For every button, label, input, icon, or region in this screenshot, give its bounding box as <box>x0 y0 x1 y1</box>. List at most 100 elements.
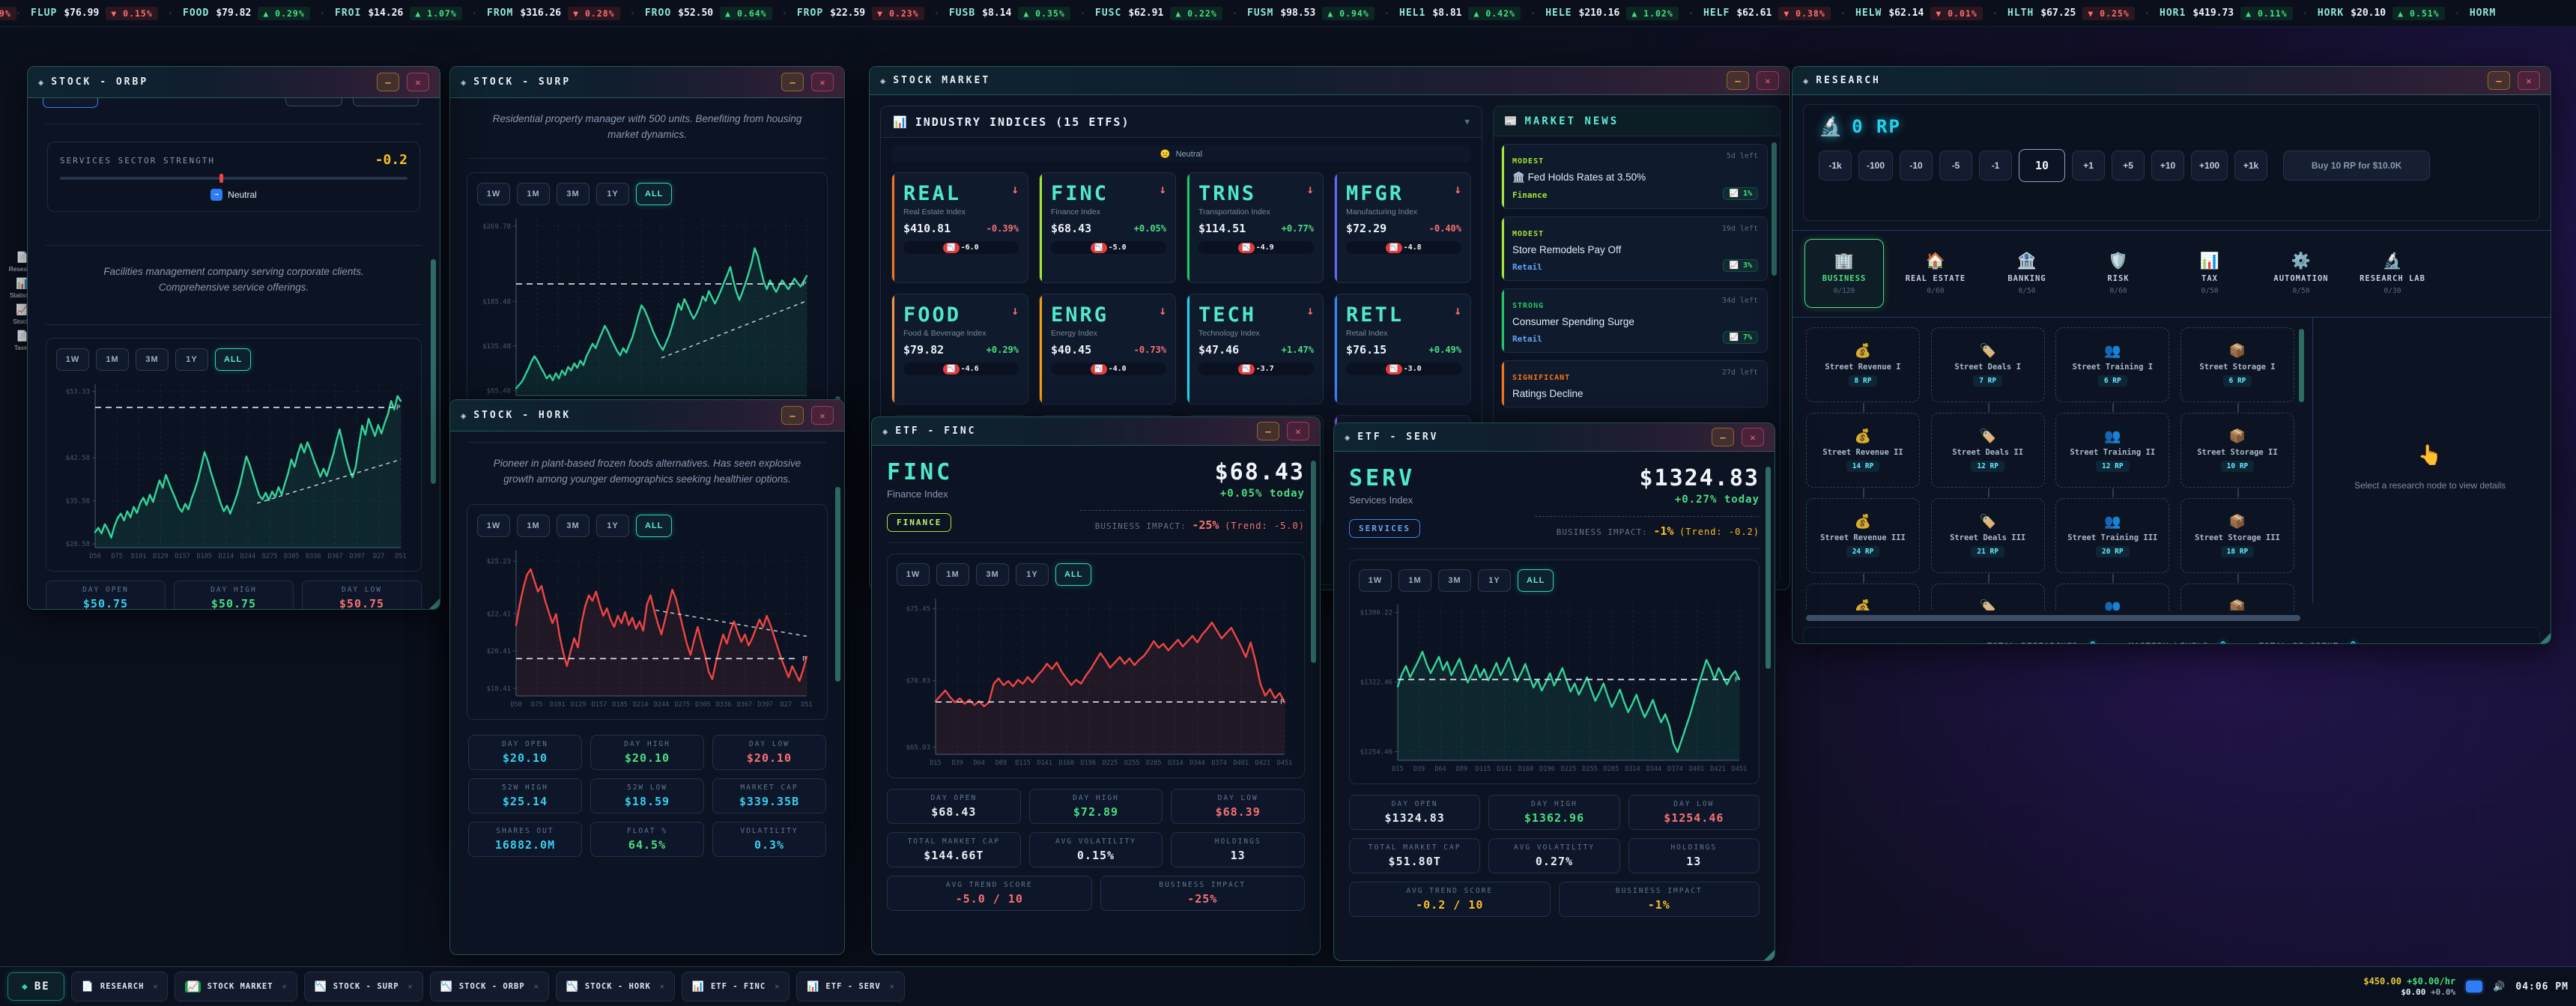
hork-range-1w-button[interactable]: 1W <box>477 514 510 537</box>
speaker-icon[interactable]: 🔊 <box>2493 981 2506 993</box>
rp-minus-1-button[interactable]: -1 <box>1979 151 2013 181</box>
finc-minimize-button[interactable]: — <box>1257 422 1279 440</box>
research-node-street-storage-iii[interactable]: 📦 Street Storage III 18 RP <box>2180 488 2294 573</box>
chevron-down-icon[interactable]: ▼ <box>1464 117 1470 127</box>
research-node-street-storage-ii[interactable]: 📦 Street Storage II 10 RP <box>2180 403 2294 488</box>
market-title-bar[interactable]: ◈ STOCK MARKET — ✕ <box>870 67 1789 95</box>
news-item-ratings-decline[interactable]: 27d left SIGNIFICANT Ratings Decline <box>1501 360 1768 407</box>
rp-minus-5-button[interactable]: -5 <box>1939 151 1973 181</box>
category-tab-banking[interactable]: 🏦 BANKING 0/50 <box>1987 239 2067 308</box>
hork-title-bar[interactable]: ◈ STOCK - HORK — ✕ <box>450 400 844 431</box>
hork-range-3m-button[interactable]: 3M <box>557 514 590 537</box>
orbp-range-1w-button[interactable]: 1W <box>56 348 89 371</box>
category-tab-tax[interactable]: 📊 TAX 0/50 <box>2170 239 2249 308</box>
finc-range-1y-button[interactable]: 1Y <box>1016 563 1049 586</box>
desktop-icon-research[interactable]: 📄 Research <box>3 252 42 273</box>
taskbar-tab-etf-finc[interactable]: 📊 ETF - FINC ✕ <box>681 972 790 1002</box>
orbp-range-3m-button[interactable]: 3M <box>136 348 169 371</box>
orbp-range-1y-button[interactable]: 1Y <box>175 348 208 371</box>
orbp-minimize-button[interactable]: — <box>377 73 399 91</box>
buy-rp-button[interactable]: Buy 10 RP for $10.0K <box>2283 151 2431 181</box>
surp-range-1w-button[interactable]: 1W <box>477 182 510 205</box>
news-item-fed-holds-rates-at-3-50[interactable]: 5d left MODEST 🏛️ Fed Holds Rates at 3.50%… <box>1501 144 1768 209</box>
research-resize-handle[interactable] <box>2539 633 2551 643</box>
finc-title-bar[interactable]: ◈ ETF - FINC — ✕ <box>872 417 1320 446</box>
finc-range-3m-button[interactable]: 3M <box>976 563 1009 586</box>
research-node-local-deals-i[interactable]: 🏷️Local Deals I10 RP <box>1930 574 2045 610</box>
start-button[interactable]: ◆ BE <box>7 972 64 1001</box>
serv-range-3m-button[interactable]: 3M <box>1438 569 1471 592</box>
serv-range-all-button[interactable]: ALL <box>1518 569 1554 592</box>
rp-plus-1-button[interactable]: +1 <box>2072 151 2106 181</box>
finc-range-all-button[interactable]: ALL <box>1055 563 1092 586</box>
research-grid-hscrollbar[interactable] <box>1806 615 2300 621</box>
index-card-finc[interactable]: ↓ FINC Finance Index +0.05% $68.43 📉 -5.0 <box>1039 172 1176 283</box>
tab-close-icon[interactable]: ✕ <box>659 982 664 991</box>
rp-minus-1k-button[interactable]: -1k <box>1819 151 1852 181</box>
tab-close-icon[interactable]: ✕ <box>153 982 158 991</box>
taskbar-tab-research[interactable]: 📄 RESEARCH ✕ <box>70 972 169 1002</box>
orbp-close-button[interactable]: ✕ <box>407 73 429 91</box>
notification-chip-icon[interactable] <box>2466 981 2483 993</box>
hork-close-button[interactable]: ✕ <box>811 406 834 425</box>
category-tab-real-estate[interactable]: 🏠 REAL ESTATE 0/60 <box>1896 239 1975 308</box>
orbp-scrollbar[interactable] <box>431 259 436 484</box>
serv-title-bar[interactable]: ◈ ETF - SERV — ✕ <box>1334 423 1775 452</box>
surp-range-1m-button[interactable]: 1M <box>517 182 550 205</box>
index-card-trns[interactable]: ↓ TRNS Transportation Index +0.77% $114.51 📉 -… <box>1187 172 1324 283</box>
desktop-icon-taxes[interactable]: 📄 Taxes <box>3 330 42 351</box>
surp-minimize-button[interactable]: — <box>781 73 804 91</box>
category-tab-business[interactable]: 🏢 BUSINESS 0/120 <box>1804 239 1884 308</box>
finc-close-button[interactable]: ✕ <box>1287 422 1309 440</box>
tab-close-icon[interactable]: ✕ <box>533 982 539 991</box>
index-card-retl[interactable]: ↓ RETL Retail Index +0.49% $76.15 📉 -3.0 <box>1334 294 1471 404</box>
taskbar-tab-stock-orbp[interactable]: 📉 STOCK - ORBP ✕ <box>429 972 549 1002</box>
taskbar-tab-stock-hork[interactable]: 📉 STOCK - HORK ✕ <box>555 972 675 1002</box>
index-card-real[interactable]: ↓ REAL Real Estate Index -0.39% $410.81 📉 -6.0 <box>891 172 1028 283</box>
orbp-resize-handle[interactable] <box>428 599 440 609</box>
surp-range-3m-button[interactable]: 3M <box>557 182 590 205</box>
news-item-store-remodels-pay-off[interactable]: 19d left MODEST Store Remodels Pay Off 📈 3%… <box>1501 216 1768 281</box>
taskbar-tab-etf-serv[interactable]: 📊 ETF - SERV ✕ <box>796 972 905 1002</box>
surp-range-1y-button[interactable]: 1Y <box>596 182 629 205</box>
research-node-street-training-i[interactable]: 👥 Street Training I 6 RP <box>2055 327 2170 402</box>
hork-range-1y-button[interactable]: 1Y <box>596 514 629 537</box>
rp-minus-100-button[interactable]: -100 <box>1858 151 1894 181</box>
finc-scrollbar[interactable] <box>1311 461 1316 663</box>
research-node-street-deals-i[interactable]: 🏷️ Street Deals I 7 RP <box>1930 327 2045 402</box>
research-title-bar[interactable]: ◈ RESEARCH — ✕ <box>1792 67 2551 95</box>
tab-close-icon[interactable]: ✕ <box>282 982 287 991</box>
orbp-range-1m-button[interactable]: 1M <box>96 348 129 371</box>
finc-range-1m-button[interactable]: 1M <box>936 563 969 586</box>
news-item-consumer-spending-surge[interactable]: 34d left STRONG Consumer Spending Surge 📈 7… <box>1501 288 1768 353</box>
rp-amount-input[interactable] <box>2019 149 2066 182</box>
hork-minimize-button[interactable]: — <box>781 406 804 425</box>
research-grid-scrollbar[interactable] <box>2299 329 2304 402</box>
news-scrollbar[interactable] <box>1772 142 1777 276</box>
surp-close-button[interactable]: ✕ <box>811 73 834 91</box>
orbp-title-bar[interactable]: ◈ STOCK - ORBP — ✕ <box>28 67 440 98</box>
index-card-tech[interactable]: ↓ TECH Technology Index +1.47% $47.46 📉 -3.7 <box>1187 294 1324 404</box>
hork-range-all-button[interactable]: ALL <box>636 514 673 537</box>
research-node-local-revenue-i[interactable]: 💰Local Revenue I11 RP <box>1806 574 1920 610</box>
serv-range-1y-button[interactable]: 1Y <box>1478 569 1511 592</box>
serv-scrollbar[interactable] <box>1766 467 1771 669</box>
index-card-food[interactable]: ↓ FOOD Food & Beverage Index +0.29% $79.82 📉 -… <box>891 294 1028 404</box>
rp-minus-10-button[interactable]: -10 <box>1900 151 1933 181</box>
research-node-local-training-i[interactable]: 👥Local Training I9 RP <box>2055 574 2170 610</box>
serv-minimize-button[interactable]: — <box>1712 428 1734 446</box>
rp-plus-10-button[interactable]: +10 <box>2151 151 2185 181</box>
research-node-street-storage-i[interactable]: 📦 Street Storage I 6 RP <box>2180 327 2294 402</box>
research-node-street-training-iii[interactable]: 👥 Street Training III 20 RP <box>2055 488 2170 573</box>
orbp-range-all-button[interactable]: ALL <box>215 348 252 371</box>
market-minimize-button[interactable]: — <box>1727 71 1749 90</box>
research-minimize-button[interactable]: — <box>2488 71 2510 90</box>
serv-resize-handle[interactable] <box>1763 950 1775 960</box>
research-close-button[interactable]: ✕ <box>2518 71 2540 90</box>
serv-range-1m-button[interactable]: 1M <box>1398 569 1431 592</box>
rp-plus-100-button[interactable]: +100 <box>2191 151 2228 181</box>
index-card-enrg[interactable]: ↓ ENRG Energy Index -0.73% $40.45 📉 -4.0 <box>1039 294 1176 404</box>
hork-range-1m-button[interactable]: 1M <box>517 514 550 537</box>
research-node-street-deals-ii[interactable]: 🏷️ Street Deals II 12 RP <box>1930 403 2045 488</box>
surp-title-bar[interactable]: ◈ STOCK - SURP — ✕ <box>450 67 844 98</box>
